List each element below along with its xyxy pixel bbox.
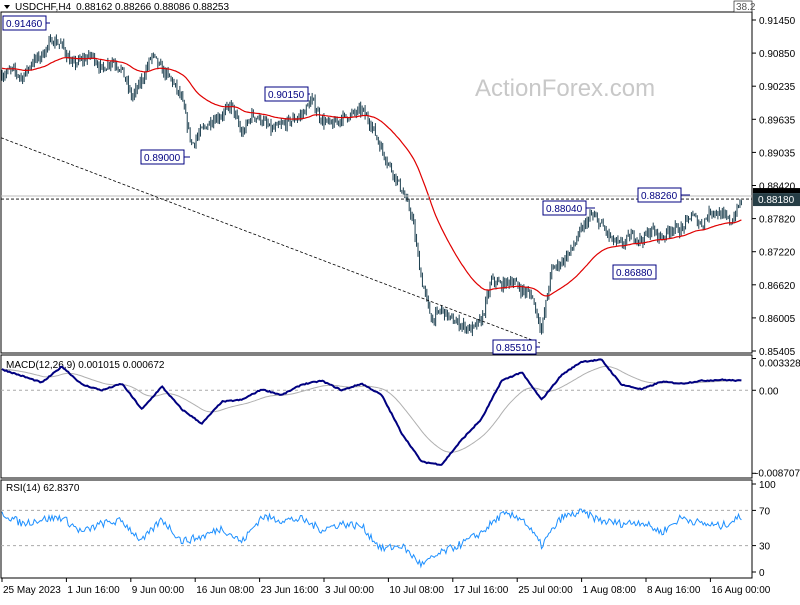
rsi-axis-label: 0 bbox=[759, 568, 765, 579]
price-axis-label: 0.86005 bbox=[759, 314, 796, 325]
price-axis-label: 0.90235 bbox=[759, 82, 796, 93]
annotation-box bbox=[2, 15, 47, 31]
macd-signal-line bbox=[2, 365, 742, 453]
macd-title: MACD(12,26,9) 0.001015 0.000672 bbox=[6, 360, 165, 371]
current-price-label: 0.88180 bbox=[758, 195, 795, 206]
rsi-line bbox=[1, 508, 742, 569]
macd-panel: MACD(12,26,9) 0.001015 0.000672 bbox=[0, 354, 753, 479]
rsi-title: RSI(14) 62.8370 bbox=[6, 483, 80, 494]
corner-box bbox=[733, 0, 753, 13]
collapse-triangle-icon[interactable] bbox=[4, 5, 10, 9]
annotation-label: 0.86880 bbox=[616, 268, 653, 279]
annotation-box bbox=[612, 264, 657, 280]
rsi-panel: RSI(14) 62.8370 bbox=[0, 479, 753, 579]
price-panel: ActionForex.com 0.91460 0.89000 0.90150 0.8… bbox=[0, 11, 753, 355]
macd-axis-label: -0.008707 bbox=[755, 468, 800, 479]
macd-axis-label: 0.003328 bbox=[759, 359, 800, 370]
time-axis-label: 1 Jun 16:00 bbox=[67, 585, 120, 596]
header-ohlc: 0.88162 0.88266 0.88086 0.88253 bbox=[76, 2, 229, 13]
price-axis-label: 0.90850 bbox=[759, 49, 796, 60]
price-axis-label: 0.88420 bbox=[759, 182, 796, 193]
current-price-box bbox=[753, 193, 800, 207]
moving-average-line bbox=[1, 56, 742, 297]
price-axis-label: 0.89635 bbox=[759, 115, 796, 126]
annotation-box bbox=[492, 339, 537, 355]
trendline bbox=[0, 137, 541, 344]
annotation-box bbox=[264, 86, 309, 102]
time-axis-label: 9 Jun 00:00 bbox=[132, 585, 185, 596]
header-text: USDCHF,H4 0.88162 0.88266 0.88086 0.88253 bbox=[15, 2, 229, 13]
time-axis-label: 23 Jun 16:00 bbox=[261, 585, 319, 596]
time-axis-label: 8 Aug 16:00 bbox=[647, 585, 701, 596]
rsi-panel-frame bbox=[0, 479, 753, 579]
macd-line bbox=[1, 358, 742, 466]
header-symbol: USDCHF,H4 bbox=[15, 2, 72, 13]
time-axis-label: 25 May 2023 bbox=[3, 585, 61, 596]
price-axis-label: 0.85405 bbox=[759, 347, 796, 358]
annotation-label: 0.90150 bbox=[268, 90, 305, 101]
annotation-box bbox=[637, 187, 682, 203]
time-axis-label: 3 Jul 00:00 bbox=[325, 585, 374, 596]
annotation-label: 0.91460 bbox=[6, 19, 43, 30]
annotation-label: 0.89000 bbox=[144, 153, 181, 164]
time-axis-label: 10 Jul 08:00 bbox=[389, 585, 444, 596]
price-axis-label: 0.91450 bbox=[759, 16, 796, 27]
rsi-axis-label: 100 bbox=[759, 480, 776, 491]
annotation-label: 0.85510 bbox=[496, 343, 533, 354]
annotation-label: 0.88040 bbox=[546, 204, 583, 215]
time-axis-label: 16 Aug 00:00 bbox=[711, 585, 770, 596]
time-axis-label: 17 Jul 16:00 bbox=[454, 585, 509, 596]
annotation-label: 0.88260 bbox=[641, 191, 678, 202]
watermark: ActionForex.com bbox=[475, 75, 655, 102]
price-axis-label: 0.86620 bbox=[759, 281, 796, 292]
time-axis-label: 25 Jul 00:00 bbox=[518, 585, 573, 596]
price-axis-label: 0.87220 bbox=[759, 248, 796, 259]
macd-axis-label: 0.00 bbox=[759, 386, 779, 397]
header: USDCHF,H4 0.88162 0.88266 0.88086 0.88253… bbox=[4, 0, 756, 13]
annotation-box bbox=[542, 200, 587, 216]
macd-panel-frame bbox=[0, 354, 753, 479]
time-axis-label: 16 Jun 08:00 bbox=[196, 585, 254, 596]
time-axis-label: 1 Aug 08:00 bbox=[583, 585, 637, 596]
price-axis-label: 0.89035 bbox=[759, 148, 796, 159]
corner-value: 38.2 bbox=[736, 2, 756, 13]
price-panel-frame bbox=[0, 11, 753, 354]
bid-price-box bbox=[753, 188, 800, 194]
price-axis-label: 0.87820 bbox=[759, 215, 796, 226]
rsi-axis-label: 30 bbox=[759, 542, 771, 553]
annotation-box bbox=[140, 149, 185, 165]
rsi-axis-label: 70 bbox=[759, 506, 771, 517]
